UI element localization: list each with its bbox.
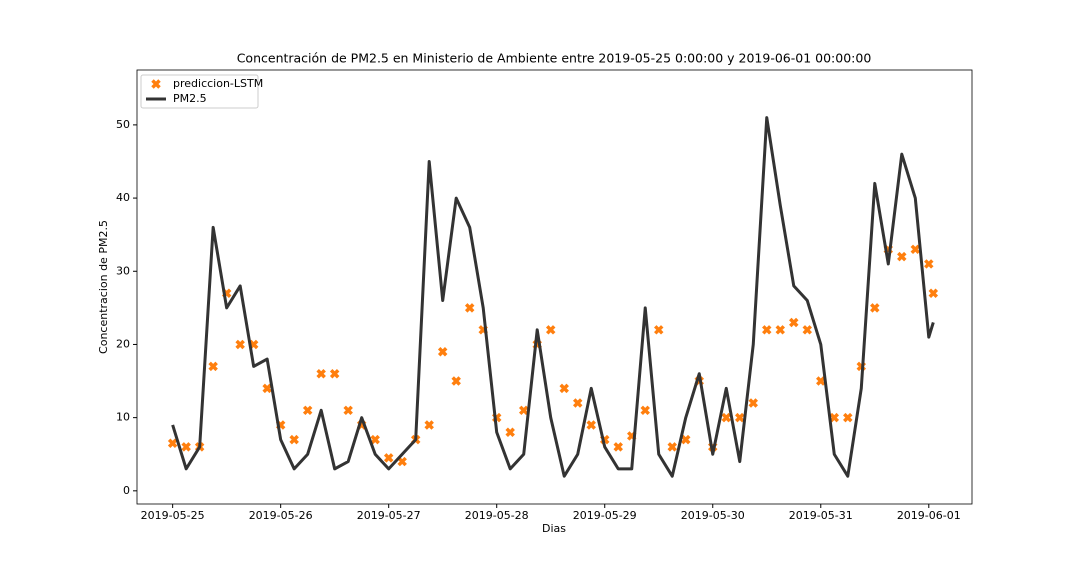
data-point (397, 456, 407, 467)
data-point (289, 434, 299, 445)
plot-frame (136, 69, 973, 505)
data-point (235, 339, 245, 350)
data-point (613, 442, 623, 452)
data-point (748, 398, 758, 408)
data-point (681, 434, 691, 445)
y-tick-label: 0 (123, 484, 130, 497)
data-line (171, 116, 935, 478)
data-point (343, 405, 353, 416)
data-point (424, 420, 434, 430)
data-point (505, 427, 515, 438)
x-axis-label: Dias (542, 522, 566, 535)
data-point (924, 259, 934, 269)
x-tick-label: 2019-06-01 (897, 509, 961, 522)
data-point (654, 325, 664, 335)
y-axis-label: Concentracion de PM2.5 (97, 220, 110, 354)
data-point (870, 303, 880, 313)
data-point (464, 303, 475, 313)
legend-label: prediccion-LSTM (173, 77, 263, 90)
chart-title: Concentración de PM2.5 en Ministerio de … (237, 51, 872, 66)
x-tick-label: 2019-05-29 (573, 509, 637, 522)
x-tick-label: 2019-05-30 (681, 509, 745, 522)
data-point (167, 438, 178, 448)
y-tick-label: 30 (116, 264, 130, 277)
data-point (329, 368, 340, 379)
data-point (667, 442, 677, 452)
x-tick-label: 2019-05-26 (249, 509, 313, 522)
x-tick-label: 2019-05-27 (357, 509, 421, 522)
data-point (262, 383, 272, 394)
data-point (802, 325, 813, 335)
x-tick-label: 2019-05-28 (465, 509, 529, 522)
data-point (316, 368, 326, 379)
y-tick-label: 50 (116, 118, 130, 131)
legend-box (140, 74, 259, 109)
data-point (181, 442, 191, 452)
data-point (735, 412, 745, 423)
data-point (559, 383, 569, 394)
data-point (816, 376, 826, 386)
x-tick-label: 2019-05-25 (141, 509, 205, 522)
data-point (775, 325, 786, 335)
data-point (370, 434, 380, 445)
y-tick-label: 10 (116, 411, 130, 424)
data-point (545, 325, 556, 335)
data-point (789, 317, 799, 328)
data-point (910, 244, 921, 255)
data-point (829, 412, 840, 423)
data-point (586, 420, 596, 430)
data-point (928, 288, 939, 298)
data-point (640, 405, 650, 416)
data-point (208, 361, 218, 372)
data-point (897, 251, 907, 262)
x-tick-label: 2019-05-31 (789, 509, 853, 522)
legend-label: PM2.5 (173, 92, 207, 105)
legend-marker (151, 79, 161, 89)
data-point (451, 376, 461, 386)
data-point (721, 412, 731, 423)
y-tick-label: 20 (116, 337, 130, 350)
data-point (383, 453, 394, 463)
y-tick-label: 40 (116, 191, 130, 204)
data-point (518, 405, 529, 416)
data-point (762, 325, 772, 335)
data-point (843, 412, 853, 423)
data-point (437, 347, 448, 357)
data-point (302, 405, 313, 416)
data-point (572, 398, 583, 408)
